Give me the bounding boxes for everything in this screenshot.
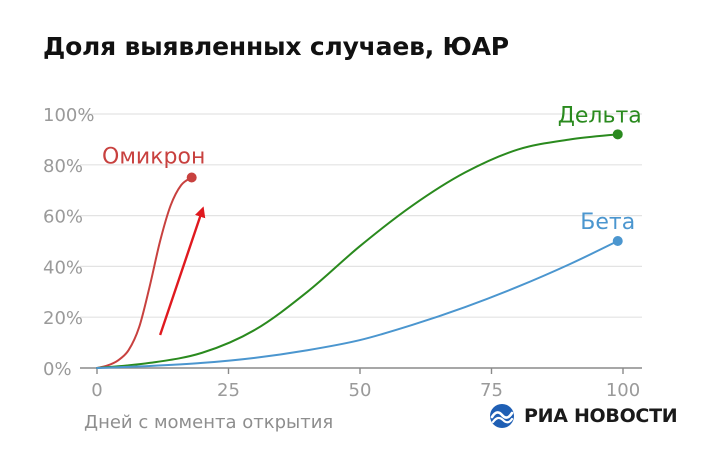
series-label: Омикрон — [102, 145, 205, 170]
x-axis: 0 25 50 75 100 — [80, 367, 642, 401]
series-line — [96, 133, 619, 369]
trend-arrow — [158, 206, 206, 336]
ria-logo-icon — [490, 404, 514, 428]
series-line — [96, 240, 619, 369]
x-tick-label: 75 — [480, 380, 503, 401]
y-axis: 0% 20% 40% 60% 80% 100% — [43, 105, 94, 380]
y-tick-label: 100% — [43, 105, 94, 126]
x-tick-label: 0 — [91, 380, 102, 401]
annotations — [158, 206, 206, 336]
x-tick-label: 100 — [606, 380, 640, 401]
series-label: Дельта — [558, 103, 642, 128]
y-tick-label: 0% — [43, 359, 72, 380]
series-group: Омикрон Дельта Бета — [96, 103, 642, 369]
y-tick-label: 80% — [43, 156, 83, 177]
y-tick-label: 20% — [43, 308, 83, 329]
x-tick-label: 25 — [217, 380, 240, 401]
series-label: Бета — [580, 210, 635, 235]
series-line — [96, 176, 193, 369]
series-end-point — [612, 129, 623, 140]
x-axis-label: Дней с момента открытия — [84, 412, 333, 433]
logo-text: РИА НОВОСТИ — [524, 405, 678, 427]
series-end-point — [186, 172, 197, 183]
y-tick-label: 40% — [43, 257, 83, 278]
x-tick-label: 50 — [349, 380, 372, 401]
series-end-point — [612, 236, 623, 246]
chart-title: Доля выявленных случаев, ЮАР — [43, 32, 509, 61]
grid-lines — [80, 113, 642, 318]
y-tick-label: 60% — [43, 207, 83, 228]
ria-logo: РИА НОВОСТИ — [488, 403, 678, 429]
